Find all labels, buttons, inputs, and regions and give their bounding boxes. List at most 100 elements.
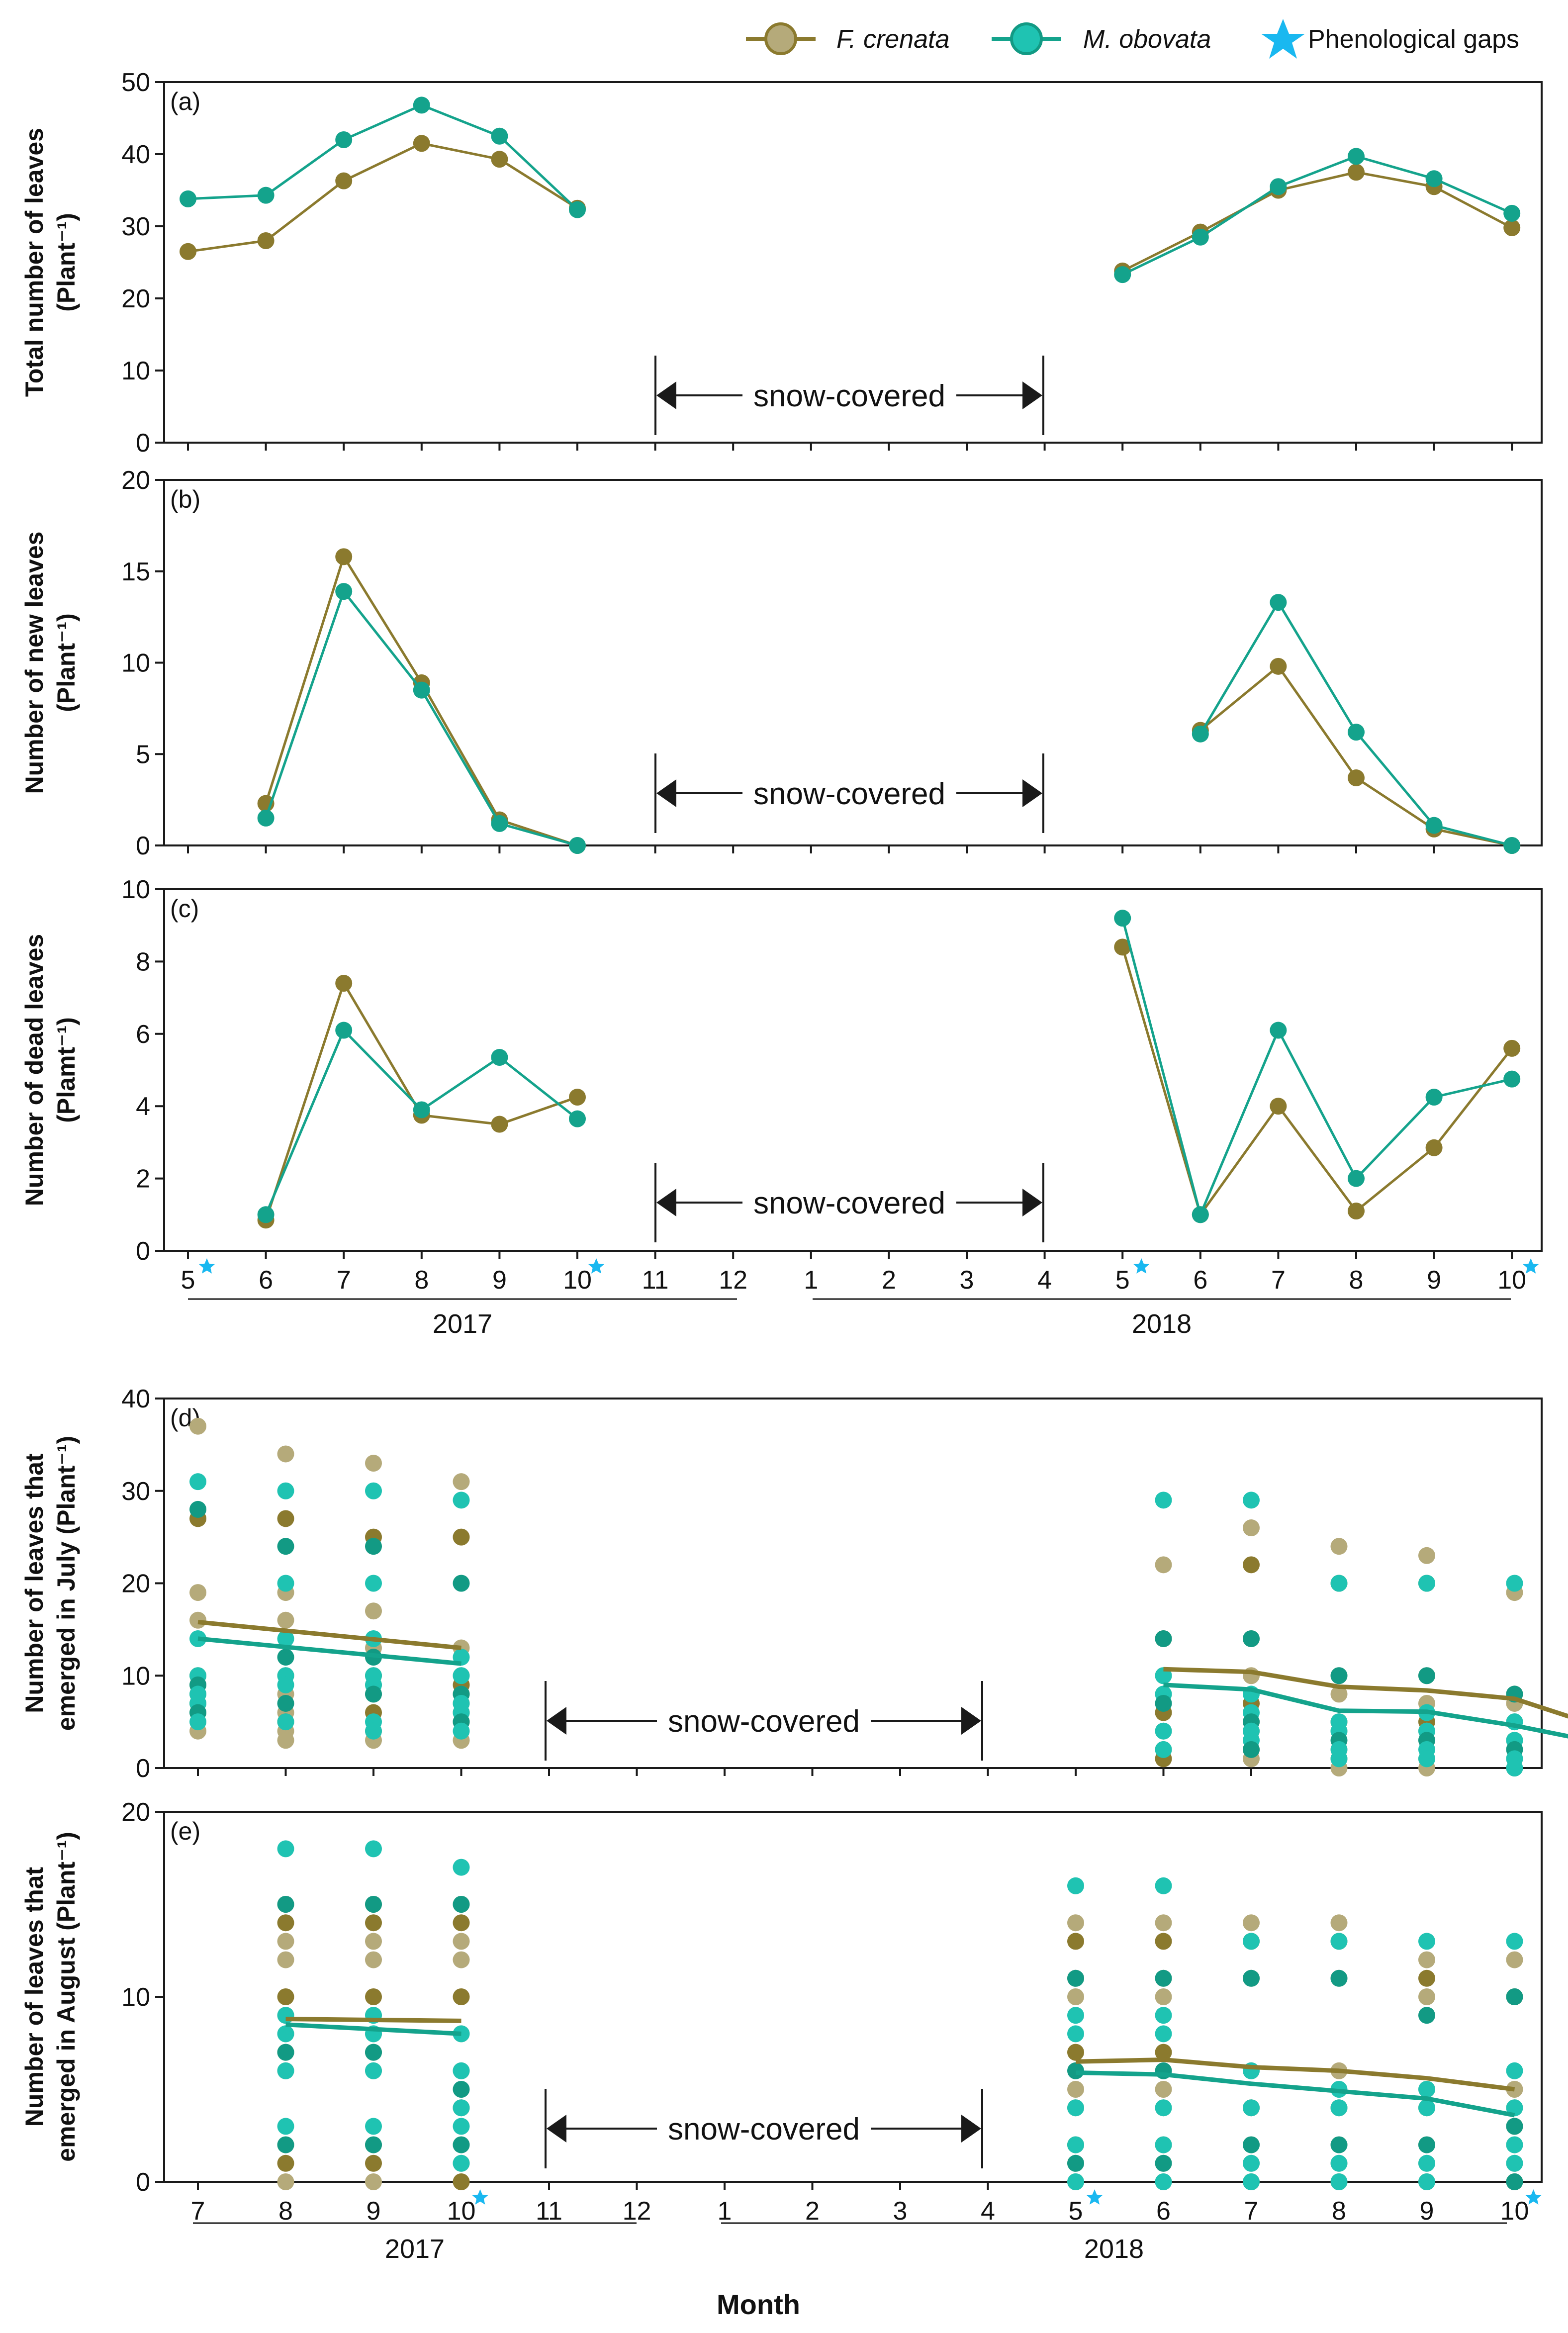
panel-d-obovata-point <box>1155 1630 1172 1647</box>
panel-d-crenata-line <box>1163 1667 1568 1719</box>
panel-d-crenata-point <box>1243 1556 1260 1574</box>
panel-e-crenata-point <box>277 1914 294 1932</box>
panel-a-ytick-label: 10 <box>121 357 150 385</box>
panel-a-crenata-marker <box>413 135 430 152</box>
panel-a-frame <box>163 81 1543 444</box>
panel-e-crenata-point <box>1243 1914 1260 1932</box>
panel-b-snow-arrow-left-icon <box>656 779 676 807</box>
panel-b-obovata-marker <box>1425 817 1443 834</box>
panel-e-obovata-point <box>277 2062 294 2079</box>
panel-d-crenata-point <box>189 1584 206 1601</box>
panel-e-obovata-point <box>277 1896 294 1913</box>
panel-e-obovata-point <box>1155 2025 1172 2043</box>
panel-b-obovata-marker <box>1192 725 1209 743</box>
panel-e-obovata-point <box>1506 1933 1523 1950</box>
panel-e-obovata-point <box>365 2136 382 2153</box>
panel-c-gap-star-icon <box>588 1258 605 1274</box>
panel-d-ytick-label: 20 <box>121 1570 150 1598</box>
panel-e-obovata-point <box>1418 2081 1435 2098</box>
panel-c-ytick-label: 6 <box>136 1020 150 1049</box>
panel-e-crenata-point <box>1155 1914 1172 1932</box>
panel-d-crenata-point <box>189 1611 206 1629</box>
panel-e-crenata-point <box>365 1988 382 2005</box>
panel-a-crenata-marker <box>257 232 275 249</box>
panel-c-obovata-marker <box>413 1101 430 1119</box>
panel-c-ytick-label: 4 <box>136 1092 150 1121</box>
panel-d-obovata-line <box>1163 1682 1568 1739</box>
panel-e-crenata-point <box>1155 2081 1172 2098</box>
panel-e-obovata-point <box>277 1840 294 1858</box>
panel-a-ylabel-line2: (Plant⁻¹) <box>52 213 80 312</box>
panel-a-ytick-label: 20 <box>121 284 150 313</box>
panel-c-obovata-marker <box>491 1049 508 1066</box>
panel-e-obovata-point <box>365 2118 382 2135</box>
panel-a-snow-arrow-left-icon <box>656 381 676 409</box>
panel-b-obovata-marker <box>257 809 275 827</box>
panel-e-year-label: 2018 <box>1084 2234 1144 2264</box>
panel-b-obovata-marker <box>413 681 430 699</box>
panel-e-obovata-point <box>1155 1877 1172 1894</box>
panel-e-obovata-point <box>1067 1877 1084 1894</box>
panel-d-snow-arrow-right-icon <box>961 1707 981 1735</box>
panel-d-crenata-point <box>1330 1685 1348 1703</box>
panel-c-ytick-label: 8 <box>136 947 150 976</box>
panel-d-obovata-point <box>1330 1575 1348 1592</box>
panel-c-crenata-marker <box>1270 1098 1287 1115</box>
panel-e-obovata-point <box>453 1859 470 1876</box>
panel-e-obovata-line <box>285 2022 461 2036</box>
panel-e-snow-arrow-right-icon <box>961 2115 981 2143</box>
panel-e-ylabel-line2: emerged in August (Plant⁻¹) <box>52 1832 80 2161</box>
x-axis-title: Month <box>717 2289 800 2320</box>
panel-e-obovata-point <box>365 1840 382 1858</box>
panel-a-total-leaves: 0 10 20 30 40 50 (a) Total number of leaves (Pla… <box>20 68 1543 458</box>
panel-d-obovata-point <box>1418 1750 1435 1768</box>
panel-c-obovata-marker <box>1270 1022 1287 1039</box>
panel-d-obovata-point <box>365 1575 382 1592</box>
panel-e-crenata-point <box>277 2154 294 2172</box>
panel-e-obovata-point <box>453 2099 470 2117</box>
panel-a-obovata-marker <box>491 127 508 145</box>
panel-d-ytick-label: 10 <box>121 1662 150 1690</box>
panel-b-obovata-marker <box>1348 724 1365 741</box>
panel-e-obovata-point <box>1330 1933 1348 1950</box>
panel-b-ytick-label: 20 <box>121 466 150 495</box>
panel-d-crenata-point <box>1155 1556 1172 1574</box>
panel-b-crenata-marker <box>1270 657 1287 675</box>
panel-d-crenata-point <box>1330 1538 1348 1555</box>
panel-d-obovata-point <box>1155 1741 1172 1758</box>
panel-d-crenata-point <box>1418 1547 1435 1564</box>
panel-d-ytick-label: 0 <box>136 1754 150 1783</box>
panel-d-obovata-point <box>1243 1741 1260 1758</box>
panel-e-xtick-label: 6 <box>1156 2197 1171 2226</box>
panel-e-obovata-point <box>1155 2154 1172 2172</box>
panel-c-ytick-label: 2 <box>136 1165 150 1194</box>
panel-e-obovata-point <box>1330 2154 1348 2172</box>
legend-gaps-star-icon <box>1261 19 1305 59</box>
panel-b-crenata-marker <box>335 548 353 565</box>
panel-c-gap-star-icon <box>1523 1258 1539 1274</box>
panel-e-gap-star-icon <box>472 2189 488 2205</box>
panel-d-crenata-point <box>365 1455 382 1472</box>
panel-e-xtick-label: 2 <box>805 2197 820 2226</box>
panel-e-crenata-point <box>453 1951 470 1968</box>
panel-e-snow-label: snow-covered <box>668 2112 860 2146</box>
panel-c-ylabel-line1: Number of dead leaves <box>20 934 48 1206</box>
panel-d-obovata-point <box>453 1667 470 1684</box>
panel-e-obovata-point <box>277 2118 294 2135</box>
panel-d-obovata-point <box>365 1685 382 1703</box>
panel-b-obovata-line <box>265 590 578 847</box>
panel-e-obovata-point <box>1506 2154 1523 2172</box>
panel-b-ytick-label: 10 <box>121 649 150 678</box>
panel-e-obovata-point <box>1155 1969 1172 1987</box>
panel-c-xtick-label: 5 <box>1115 1266 1130 1295</box>
panel-e-obovata-point <box>1243 2173 1260 2190</box>
panel-c-ylabel-line2: (Plamt⁻¹) <box>52 1017 80 1123</box>
panel-d-obovata-point <box>277 1713 294 1731</box>
panel-e-xtick-label: 12 <box>623 2197 651 2226</box>
panel-e-crenata-point <box>365 1951 382 1968</box>
panel-d-obovata-point <box>189 1500 206 1518</box>
panel-c-xtick-label: 10 <box>563 1266 592 1295</box>
panel-b-ytick-label: 5 <box>136 740 150 769</box>
panel-e-xtick-label: 3 <box>893 2197 908 2226</box>
panel-a-ytick-label: 0 <box>136 429 150 458</box>
